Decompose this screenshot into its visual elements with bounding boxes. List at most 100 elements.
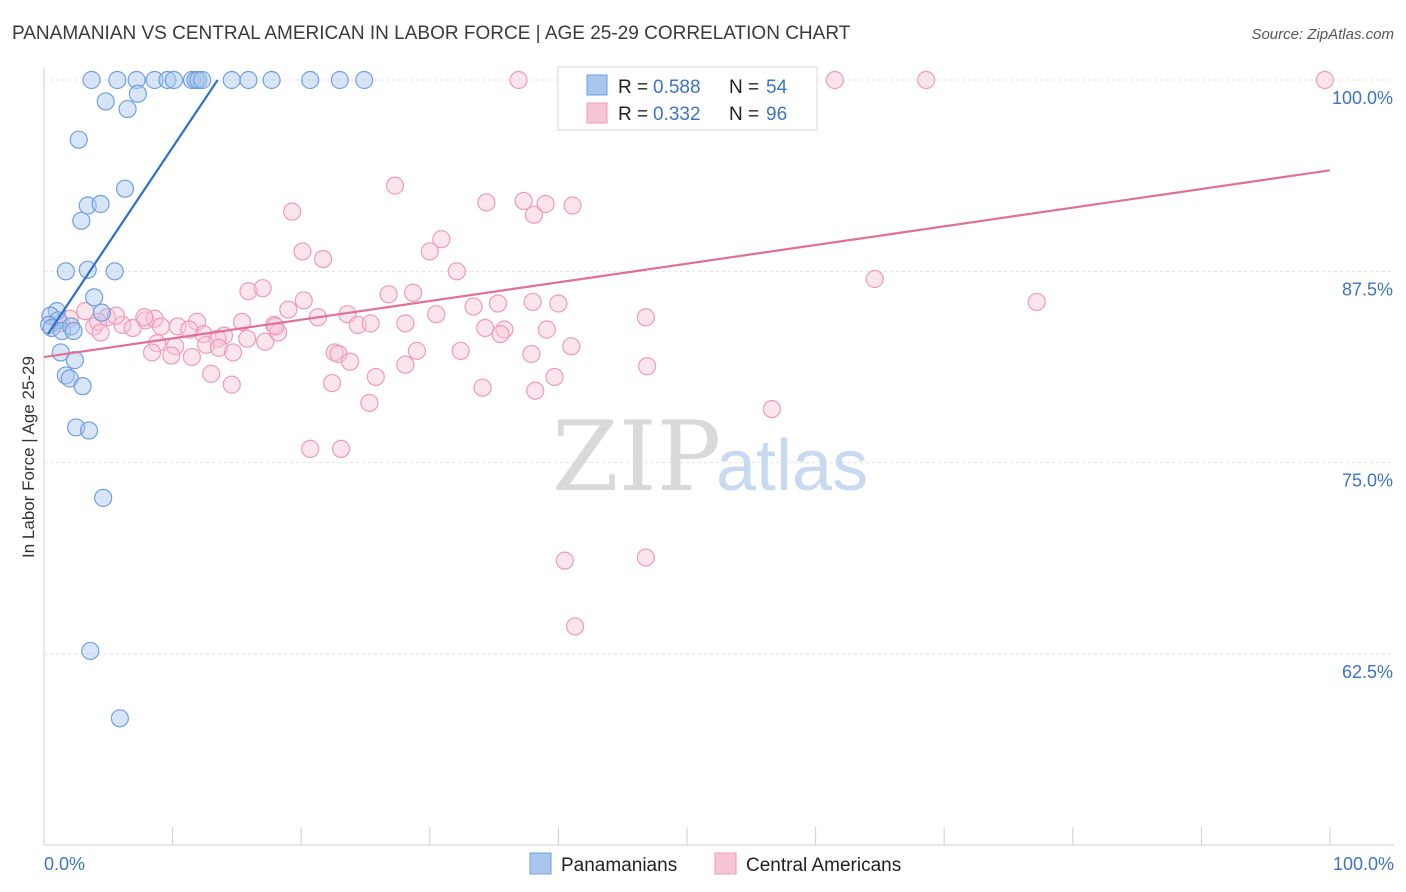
legend-n-value-1: 54 [766, 77, 788, 98]
central-american-point-2 [917, 70, 936, 90]
panamanian-point-44 [94, 488, 113, 507]
gridlines [44, 79, 1394, 655]
central-american-point-72 [638, 357, 657, 376]
panamanian-point-6 [182, 70, 201, 90]
panamanians-points [40, 70, 374, 728]
panamanian-point-16 [128, 84, 147, 103]
central-american-point-10 [283, 202, 302, 221]
central-american-point-76 [322, 373, 342, 393]
central-american-point-3 [1315, 70, 1334, 90]
legend-swatch-panamanians [586, 74, 608, 96]
central-american-point-82 [301, 439, 320, 458]
panamanian-point-41 [73, 377, 92, 396]
panamanian-point-12 [262, 70, 281, 90]
central-american-point-50 [256, 332, 275, 351]
central-american-point-87 [106, 306, 126, 325]
central-american-point-73 [545, 367, 564, 387]
central-american-point-37 [361, 314, 380, 333]
central-american-point-16 [865, 269, 884, 289]
central-american-point-11 [293, 242, 312, 261]
series-legend-label-central-americans: Central Americans [746, 855, 901, 876]
chart-source: Source: ZipAtlas.com [1251, 26, 1394, 43]
central-american-point-18 [253, 279, 272, 298]
panamanian-point-23 [72, 211, 91, 230]
x-tick-label-0: 0.0% [44, 854, 85, 874]
central-american-point-66 [407, 341, 427, 361]
central-american-point-63 [182, 347, 201, 367]
central-american-point-81 [762, 399, 781, 419]
panamanian-point-25 [78, 260, 97, 279]
panamanian-point-36 [64, 321, 83, 341]
axes [43, 68, 1394, 846]
central-american-point-17 [239, 282, 258, 301]
panamanian-trend-line [46, 79, 219, 335]
panamanian-point-27 [85, 288, 104, 307]
panamanian-point-43 [79, 421, 99, 440]
central-american-point-45 [168, 317, 187, 336]
x-tick-labels: 0.0% 100.0% [44, 854, 1394, 874]
central-american-point-5 [514, 191, 533, 211]
panamanian-point-45 [81, 641, 100, 661]
central-american-point-12 [420, 242, 439, 261]
x-tick-label-1: 100.0% [1333, 854, 1394, 874]
central-american-point-13 [432, 230, 451, 249]
panamanian-point-20 [115, 179, 135, 198]
central-american-point-27 [488, 294, 508, 313]
y-tick-label-2: 75.0% [1342, 471, 1393, 491]
central-american-point-42 [113, 315, 132, 335]
panamanian-point-29 [92, 303, 111, 322]
central-american-point-78 [473, 378, 492, 397]
central-american-point-1 [825, 70, 844, 90]
panamanian-point-4 [158, 70, 177, 90]
central-american-point-67 [451, 341, 470, 361]
panamanian-point-8 [189, 70, 208, 90]
central-american-point-8 [536, 194, 555, 214]
panamanian-point-26 [105, 262, 124, 281]
central-american-point-70 [340, 352, 360, 371]
panamanian-point-14 [330, 70, 349, 90]
central-american-point-41 [537, 320, 556, 339]
central-american-point-19 [379, 285, 398, 304]
central-american-point-83 [331, 439, 351, 458]
central-american-point-22 [523, 292, 542, 312]
central-american-point-61 [162, 346, 181, 365]
panamanian-point-18 [118, 99, 137, 119]
central-american-point-55 [88, 312, 108, 331]
central-american-point-69 [562, 337, 581, 356]
panamanian-point-22 [91, 194, 110, 214]
legend-n-label-2: N = [729, 104, 764, 125]
panamanian-point-9 [193, 70, 212, 90]
central-american-point-92 [266, 317, 285, 336]
panamanian-point-11 [239, 70, 258, 90]
central-american-point-59 [209, 338, 228, 357]
panamanian-point-24 [56, 262, 75, 281]
y-axis-label: In Labor Force | Age 25-29 [19, 356, 38, 558]
legend-r-label-1: R = [618, 77, 653, 98]
panamanian-point-13 [301, 70, 320, 90]
central-american-point-62 [223, 343, 243, 362]
panamanian-point-15 [355, 70, 374, 90]
central-american-point-34 [232, 312, 252, 331]
central-american-point-39 [475, 318, 495, 338]
legend-r-value-2: 0.332 [653, 104, 701, 125]
central-american-point-85 [636, 548, 655, 567]
trend-lines [43, 79, 1331, 359]
central-american-point-26 [464, 297, 483, 316]
legend-r-value-1: 0.588 [653, 77, 701, 98]
central-american-point-6 [477, 193, 496, 212]
central-american-point-23 [549, 294, 568, 313]
series-legend-swatch-panamanians [529, 852, 552, 875]
central-american-point-91 [180, 320, 199, 339]
panamanian-point-1 [108, 70, 127, 90]
central-american-point-79 [526, 381, 545, 400]
panamanian-point-19 [69, 130, 88, 149]
series-legend-swatch-central-americans [714, 852, 737, 875]
panamanian-point-0 [82, 70, 101, 90]
central-american-point-38 [396, 314, 415, 333]
central-americans-points [51, 70, 1334, 636]
central-american-point-20 [403, 283, 423, 302]
central-american-point-21 [294, 291, 313, 310]
y-tick-label-0: 100.0% [1332, 88, 1393, 108]
series-legend: Panamanians Central Americans [529, 852, 901, 876]
